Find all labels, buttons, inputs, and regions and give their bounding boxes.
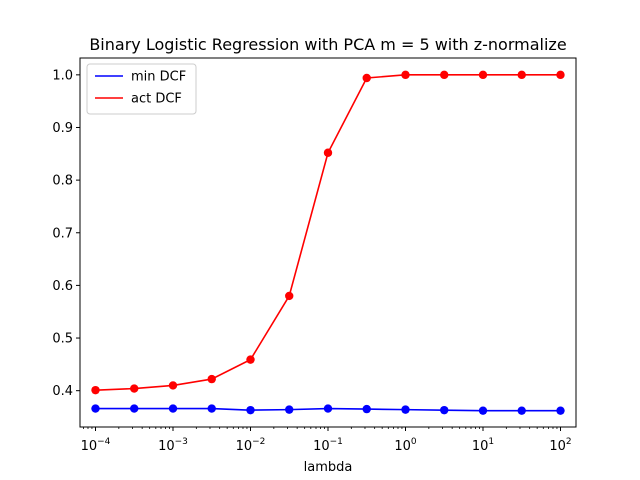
data-point-min-dcf	[207, 404, 216, 413]
y-tick-label: 0.8	[52, 174, 73, 189]
chart-title: Binary Logistic Regression with PCA m = …	[89, 35, 566, 54]
data-point-act-dcf	[285, 291, 294, 301]
data-point-min-dcf	[168, 404, 178, 413]
data-point-act-dcf	[168, 381, 178, 390]
x-tick-label: 100	[394, 437, 417, 454]
data-point-act-dcf	[246, 355, 255, 364]
x-tick-label: 102	[549, 437, 571, 454]
data-point-act-dcf	[556, 70, 565, 80]
data-point-act-dcf	[362, 73, 371, 83]
x-tick-label: 10−3	[158, 437, 188, 454]
plot-area: 0.4 0.5 0.6 0.7 0.8 0.9 1.0 10−4 10−3 10−2 10−1 100…	[52, 57, 577, 454]
data-point-min-dcf	[401, 405, 410, 414]
y-tick-label: 0.4	[52, 384, 73, 399]
y-tick-label: 1.0	[52, 68, 73, 83]
data-point-min-dcf	[362, 404, 371, 414]
data-point-act-dcf	[517, 70, 526, 80]
data-point-min-dcf	[556, 406, 565, 415]
data-point-min-dcf	[285, 405, 294, 414]
data-point-act-dcf	[323, 148, 333, 157]
x-axis-label: lambda	[304, 460, 353, 475]
y-tick-label: 0.7	[52, 226, 73, 241]
data-point-act-dcf	[440, 70, 449, 80]
data-point-min-dcf	[478, 406, 488, 415]
x-tick-label: 10−1	[313, 437, 343, 454]
x-tick-label: 10−2	[236, 437, 266, 454]
x-tick-label: 101	[472, 437, 494, 454]
data-point-min-dcf	[517, 406, 526, 415]
data-point-act-dcf	[401, 70, 410, 80]
legend-label-min-dcf: min DCF	[131, 70, 186, 85]
y-tick-label: 0.9	[52, 121, 73, 136]
data-point-min-dcf	[91, 404, 100, 413]
data-point-act-dcf	[478, 70, 488, 80]
data-point-min-dcf	[246, 405, 255, 415]
data-point-act-dcf	[130, 384, 139, 393]
data-point-min-dcf	[323, 404, 333, 413]
y-tick-label: 0.6	[52, 279, 73, 294]
legend: min DCF act DCF	[86, 63, 197, 115]
data-point-min-dcf	[440, 405, 449, 415]
data-point-min-dcf	[130, 404, 139, 413]
data-point-act-dcf	[207, 374, 216, 384]
data-point-act-dcf	[91, 385, 100, 395]
y-tick-label: 0.5	[52, 332, 73, 347]
legend-label-act-dcf: act DCF	[131, 92, 182, 107]
x-tick-label: 10−4	[81, 437, 111, 454]
